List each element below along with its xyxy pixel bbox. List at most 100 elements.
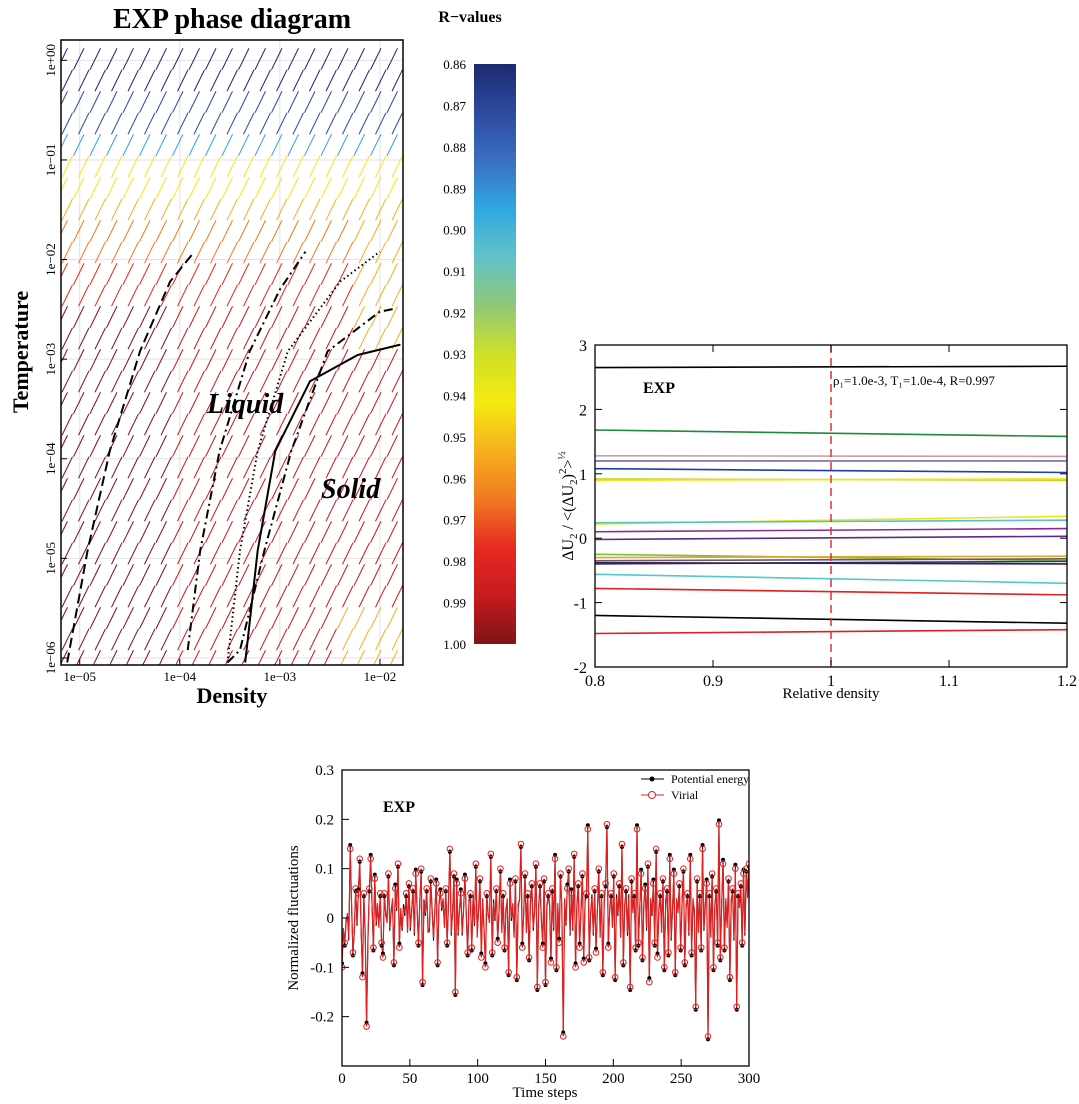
- r-value-segment: [238, 263, 250, 285]
- x-tick-label: 0: [338, 1071, 346, 1087]
- r-value-segment: [61, 521, 68, 536]
- r-value-segment: [358, 69, 370, 92]
- r-value-segment: [386, 91, 398, 113]
- r-value-segment: [139, 521, 151, 543]
- r-value-segment: [409, 629, 420, 651]
- r-value-segment: [304, 91, 316, 113]
- virial-point: [478, 954, 485, 961]
- virial-point: [549, 885, 556, 892]
- r-value-segment: [342, 69, 354, 92]
- x-tick-label: 1e−05: [63, 669, 96, 684]
- r-value-segment: [254, 392, 266, 414]
- r-value-segment: [370, 263, 382, 285]
- r-value-segment: [243, 413, 255, 436]
- phase-boundary-line: [186, 251, 307, 651]
- r-value-segment: [193, 198, 205, 221]
- r-value-segment: [404, 392, 415, 414]
- r-value-segment: [78, 499, 90, 522]
- r-value-segment: [290, 650, 299, 665]
- virial-point: [412, 870, 420, 877]
- r-value-segment: [94, 413, 106, 436]
- virial-point: [379, 954, 387, 961]
- r-value-segment: [172, 220, 184, 242]
- virial-point: [725, 875, 732, 882]
- relative-density-series-line: [595, 467, 1067, 474]
- virial-point: [637, 870, 645, 877]
- r-value-segment: [172, 564, 184, 586]
- virial-point: [419, 978, 426, 986]
- relative-density-x-axis-label: Relative density: [782, 686, 880, 702]
- y-tick-label: 0.2: [315, 812, 334, 828]
- r-value-segment: [205, 478, 217, 500]
- r-value-segment: [210, 327, 222, 350]
- r-value-segment: [221, 306, 233, 328]
- r-value-segment: [292, 542, 304, 565]
- r-value-segment: [226, 499, 238, 522]
- r-value-segment: [391, 370, 403, 393]
- r-value-segment: [342, 284, 354, 307]
- virial-point: [639, 954, 646, 961]
- r-value-segment: [139, 263, 151, 285]
- r-value-segment: [304, 564, 316, 586]
- r-value-segment: [356, 650, 365, 665]
- r-value-segment: [188, 48, 200, 70]
- r-value-segment: [155, 392, 167, 414]
- r-value-segment: [287, 392, 299, 414]
- r-value-segment: [144, 112, 156, 135]
- r-value-segment: [172, 521, 184, 543]
- virial-point: [602, 880, 609, 887]
- r-value-segment: [238, 435, 250, 457]
- fluctuations-x-axis-label: Time steps: [513, 1085, 578, 1101]
- r-value-segment: [358, 542, 370, 565]
- r-value-segment: [409, 285, 420, 307]
- r-value-segment: [325, 370, 337, 393]
- r-value-segment: [144, 370, 156, 393]
- r-value-segment: [94, 628, 106, 651]
- r-value-segment: [94, 499, 106, 522]
- r-value-segment: [353, 349, 365, 371]
- r-value-segment: [320, 263, 332, 285]
- r-value-segment: [386, 220, 398, 242]
- r-value-segment: [205, 220, 217, 242]
- r-value-segment: [409, 586, 420, 608]
- r-value-segment: [160, 198, 172, 221]
- virial-point: [693, 875, 701, 882]
- r-value-segment: [122, 134, 134, 156]
- r-value-segment: [73, 134, 85, 156]
- r-value-segment: [144, 585, 156, 608]
- r-value-segment: [325, 198, 337, 221]
- r-value-segment: [160, 370, 172, 393]
- r-value-segment: [73, 220, 85, 242]
- r-value-segment: [337, 521, 349, 543]
- r-value-segment: [391, 542, 403, 565]
- virial-point: [635, 939, 642, 946]
- r-value-segment: [370, 177, 382, 199]
- r-value-segment: [409, 328, 420, 350]
- virial-point: [432, 880, 440, 887]
- r-value-segment: [238, 48, 250, 70]
- r-value-segment: [78, 413, 90, 436]
- virial-point: [661, 964, 668, 971]
- r-value-segment: [409, 371, 420, 393]
- r-value-segment: [188, 392, 200, 414]
- r-value-segment: [177, 327, 189, 350]
- r-value-segment: [172, 306, 184, 328]
- r-value-segment: [309, 628, 321, 651]
- r-value-segment: [358, 112, 370, 135]
- r-value-segment: [61, 48, 68, 63]
- r-value-segment: [276, 499, 288, 522]
- r-value-segment: [210, 69, 222, 92]
- virial-point: [457, 890, 465, 897]
- r-value-segment: [276, 155, 288, 178]
- virial-point: [719, 860, 727, 868]
- r-value-segment: [155, 521, 167, 543]
- virial-point: [671, 968, 679, 976]
- r-value-segment: [226, 413, 238, 436]
- y-tick-label: 1e−01: [43, 144, 58, 177]
- r-value-segment: [127, 327, 139, 350]
- r-value-segment: [287, 564, 299, 586]
- r-value-segment: [61, 69, 73, 92]
- r-value-segment: [193, 241, 205, 264]
- r-value-segment: [320, 478, 332, 500]
- r-value-segment: [375, 456, 387, 479]
